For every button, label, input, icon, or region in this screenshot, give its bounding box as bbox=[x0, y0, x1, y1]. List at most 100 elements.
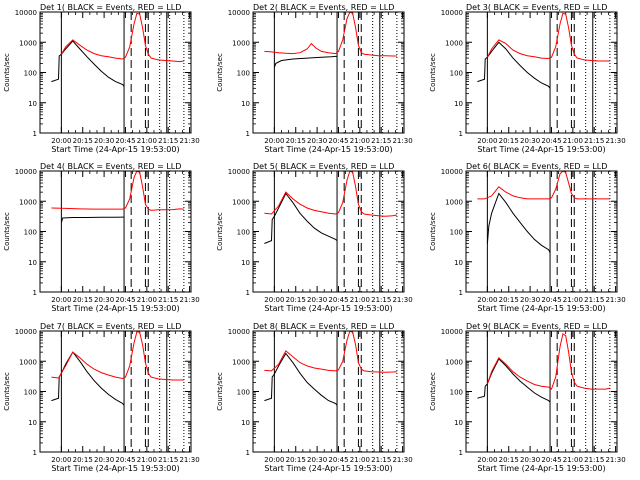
x-tick-label: 21:00 bbox=[137, 296, 157, 304]
y-tick-label: 10 bbox=[28, 259, 37, 267]
x-tick-label: 20:45 bbox=[115, 137, 135, 145]
x-tick-label: 20:15 bbox=[499, 137, 519, 145]
chart-panel-8: Det 8( BLACK = Events, RED = LLD Counts/s… bbox=[216, 322, 413, 473]
y-axis-label: Counts/sec bbox=[429, 53, 437, 92]
y-tick-label: 10000 bbox=[228, 9, 250, 17]
y-tick-label: 1 bbox=[459, 289, 463, 297]
chart-panel-3: Det 3( BLACK = Events, RED = LLD Counts/s… bbox=[429, 3, 626, 154]
x-axis-label: Start Time (24-Apr-15 19:53:00) bbox=[264, 145, 392, 154]
x-tick-label: 20:00 bbox=[477, 137, 497, 145]
x-tick-label: 21:30 bbox=[179, 137, 199, 145]
x-tick-label: 20:15 bbox=[286, 137, 306, 145]
chart-title: Det 7( BLACK = Events, RED = LLD bbox=[40, 322, 181, 331]
x-tick-label: 20:15 bbox=[499, 296, 519, 304]
y-axis-label: Counts/sec bbox=[216, 212, 224, 251]
y-tick-label: 10000 bbox=[15, 328, 37, 336]
x-tick-label: 21:15 bbox=[158, 456, 178, 464]
y-tick-label: 10 bbox=[241, 419, 250, 427]
series-line-events bbox=[264, 192, 338, 244]
x-tick-label: 21:30 bbox=[605, 456, 625, 464]
x-tick-label: 20:00 bbox=[264, 296, 284, 304]
x-tick-label: 20:15 bbox=[286, 296, 306, 304]
series-line-lld bbox=[60, 12, 184, 63]
plot-frame bbox=[252, 170, 405, 293]
x-tick-label: 20:30 bbox=[520, 456, 540, 464]
y-axis-label: Counts/sec bbox=[429, 372, 437, 411]
chart-title: Det 8( BLACK = Events, RED = LLD bbox=[253, 322, 394, 331]
chart-panel-7: Det 7( BLACK = Events, RED = LLD Counts/s… bbox=[3, 322, 200, 473]
y-tick-label: 1000 bbox=[445, 198, 463, 206]
x-tick-label: 20:15 bbox=[73, 296, 93, 304]
y-tick-label: 100 bbox=[24, 70, 37, 78]
series-line-lld bbox=[486, 333, 611, 390]
x-tick-label: 21:30 bbox=[392, 456, 412, 464]
x-tick-label: 20:45 bbox=[115, 296, 135, 304]
y-tick-label: 1000 bbox=[19, 198, 37, 206]
y-axis-label: Counts/sec bbox=[3, 212, 11, 251]
y-tick-label: 100 bbox=[24, 229, 37, 237]
y-tick-label: 1000 bbox=[445, 39, 463, 47]
chart-title: Det 4( BLACK = Events, RED = LLD bbox=[40, 162, 181, 171]
x-tick-label: 20:00 bbox=[51, 456, 71, 464]
x-tick-label: 20:00 bbox=[264, 456, 284, 464]
x-tick-label: 20:00 bbox=[51, 137, 71, 145]
y-tick-label: 1000 bbox=[19, 358, 37, 366]
y-axis-label: Counts/sec bbox=[3, 372, 11, 411]
y-tick-label: 100 bbox=[450, 229, 463, 237]
chart-panel-6: Det 6( BLACK = Events, RED = LLD Counts/s… bbox=[429, 162, 626, 313]
x-tick-label: 20:15 bbox=[73, 456, 93, 464]
x-tick-label: 20:45 bbox=[541, 137, 561, 145]
x-axis-label: Start Time (24-Apr-15 19:53:00) bbox=[51, 464, 179, 473]
y-tick-label: 10000 bbox=[15, 168, 37, 176]
y-axis-label: Counts/sec bbox=[216, 53, 224, 92]
y-tick-label: 1 bbox=[33, 130, 37, 138]
x-tick-label: 21:00 bbox=[563, 137, 583, 145]
x-tick-label: 21:30 bbox=[605, 137, 625, 145]
y-tick-label: 10 bbox=[454, 419, 463, 427]
chart-title: Det 6( BLACK = Events, RED = LLD bbox=[466, 162, 607, 171]
chart-title: Det 5( BLACK = Events, RED = LLD bbox=[253, 162, 394, 171]
y-tick-label: 1 bbox=[33, 449, 37, 457]
x-tick-label: 21:15 bbox=[584, 296, 604, 304]
series-line-events bbox=[486, 192, 551, 253]
y-tick-label: 1000 bbox=[232, 198, 250, 206]
series-line-events bbox=[51, 40, 125, 87]
x-tick-label: 20:00 bbox=[477, 296, 497, 304]
chart-panel-5: Det 5( BLACK = Events, RED = LLD Counts/s… bbox=[216, 162, 413, 313]
x-tick-label: 21:15 bbox=[371, 456, 391, 464]
x-tick-label: 21:15 bbox=[158, 137, 178, 145]
y-tick-label: 1 bbox=[246, 449, 250, 457]
y-tick-label: 10 bbox=[454, 259, 463, 267]
y-tick-label: 100 bbox=[450, 389, 463, 397]
y-tick-label: 10000 bbox=[228, 168, 250, 176]
series-line-events bbox=[477, 41, 551, 89]
chart-panel-1: Det 1( BLACK = Events, RED = LLD Counts/s… bbox=[3, 3, 200, 154]
x-tick-label: 20:30 bbox=[94, 137, 114, 145]
y-tick-label: 10000 bbox=[228, 328, 250, 336]
x-tick-label: 20:00 bbox=[477, 456, 497, 464]
x-tick-label: 21:30 bbox=[392, 296, 412, 304]
x-tick-label: 21:00 bbox=[137, 137, 157, 145]
plot-frame bbox=[39, 170, 192, 293]
plot-frame bbox=[252, 11, 405, 134]
series-line-events bbox=[60, 216, 124, 223]
chart-title: Det 3( BLACK = Events, RED = LLD bbox=[466, 3, 607, 12]
series-line-lld bbox=[264, 331, 397, 373]
x-tick-label: 21:15 bbox=[584, 137, 604, 145]
y-tick-label: 10000 bbox=[441, 328, 463, 336]
plot-frame bbox=[465, 11, 618, 134]
x-tick-label: 20:00 bbox=[51, 296, 71, 304]
x-axis-label: Start Time (24-Apr-15 19:53:00) bbox=[264, 464, 392, 473]
plot-frame bbox=[39, 330, 192, 453]
x-tick-label: 21:00 bbox=[350, 137, 370, 145]
x-tick-label: 21:00 bbox=[563, 456, 583, 464]
series-line-events bbox=[51, 351, 125, 406]
x-tick-label: 20:30 bbox=[94, 456, 114, 464]
plot-frame bbox=[465, 330, 618, 453]
y-tick-label: 10000 bbox=[441, 168, 463, 176]
plot-frame bbox=[39, 11, 192, 134]
y-tick-label: 100 bbox=[237, 389, 250, 397]
y-tick-label: 1000 bbox=[232, 358, 250, 366]
x-tick-label: 20:30 bbox=[307, 456, 327, 464]
